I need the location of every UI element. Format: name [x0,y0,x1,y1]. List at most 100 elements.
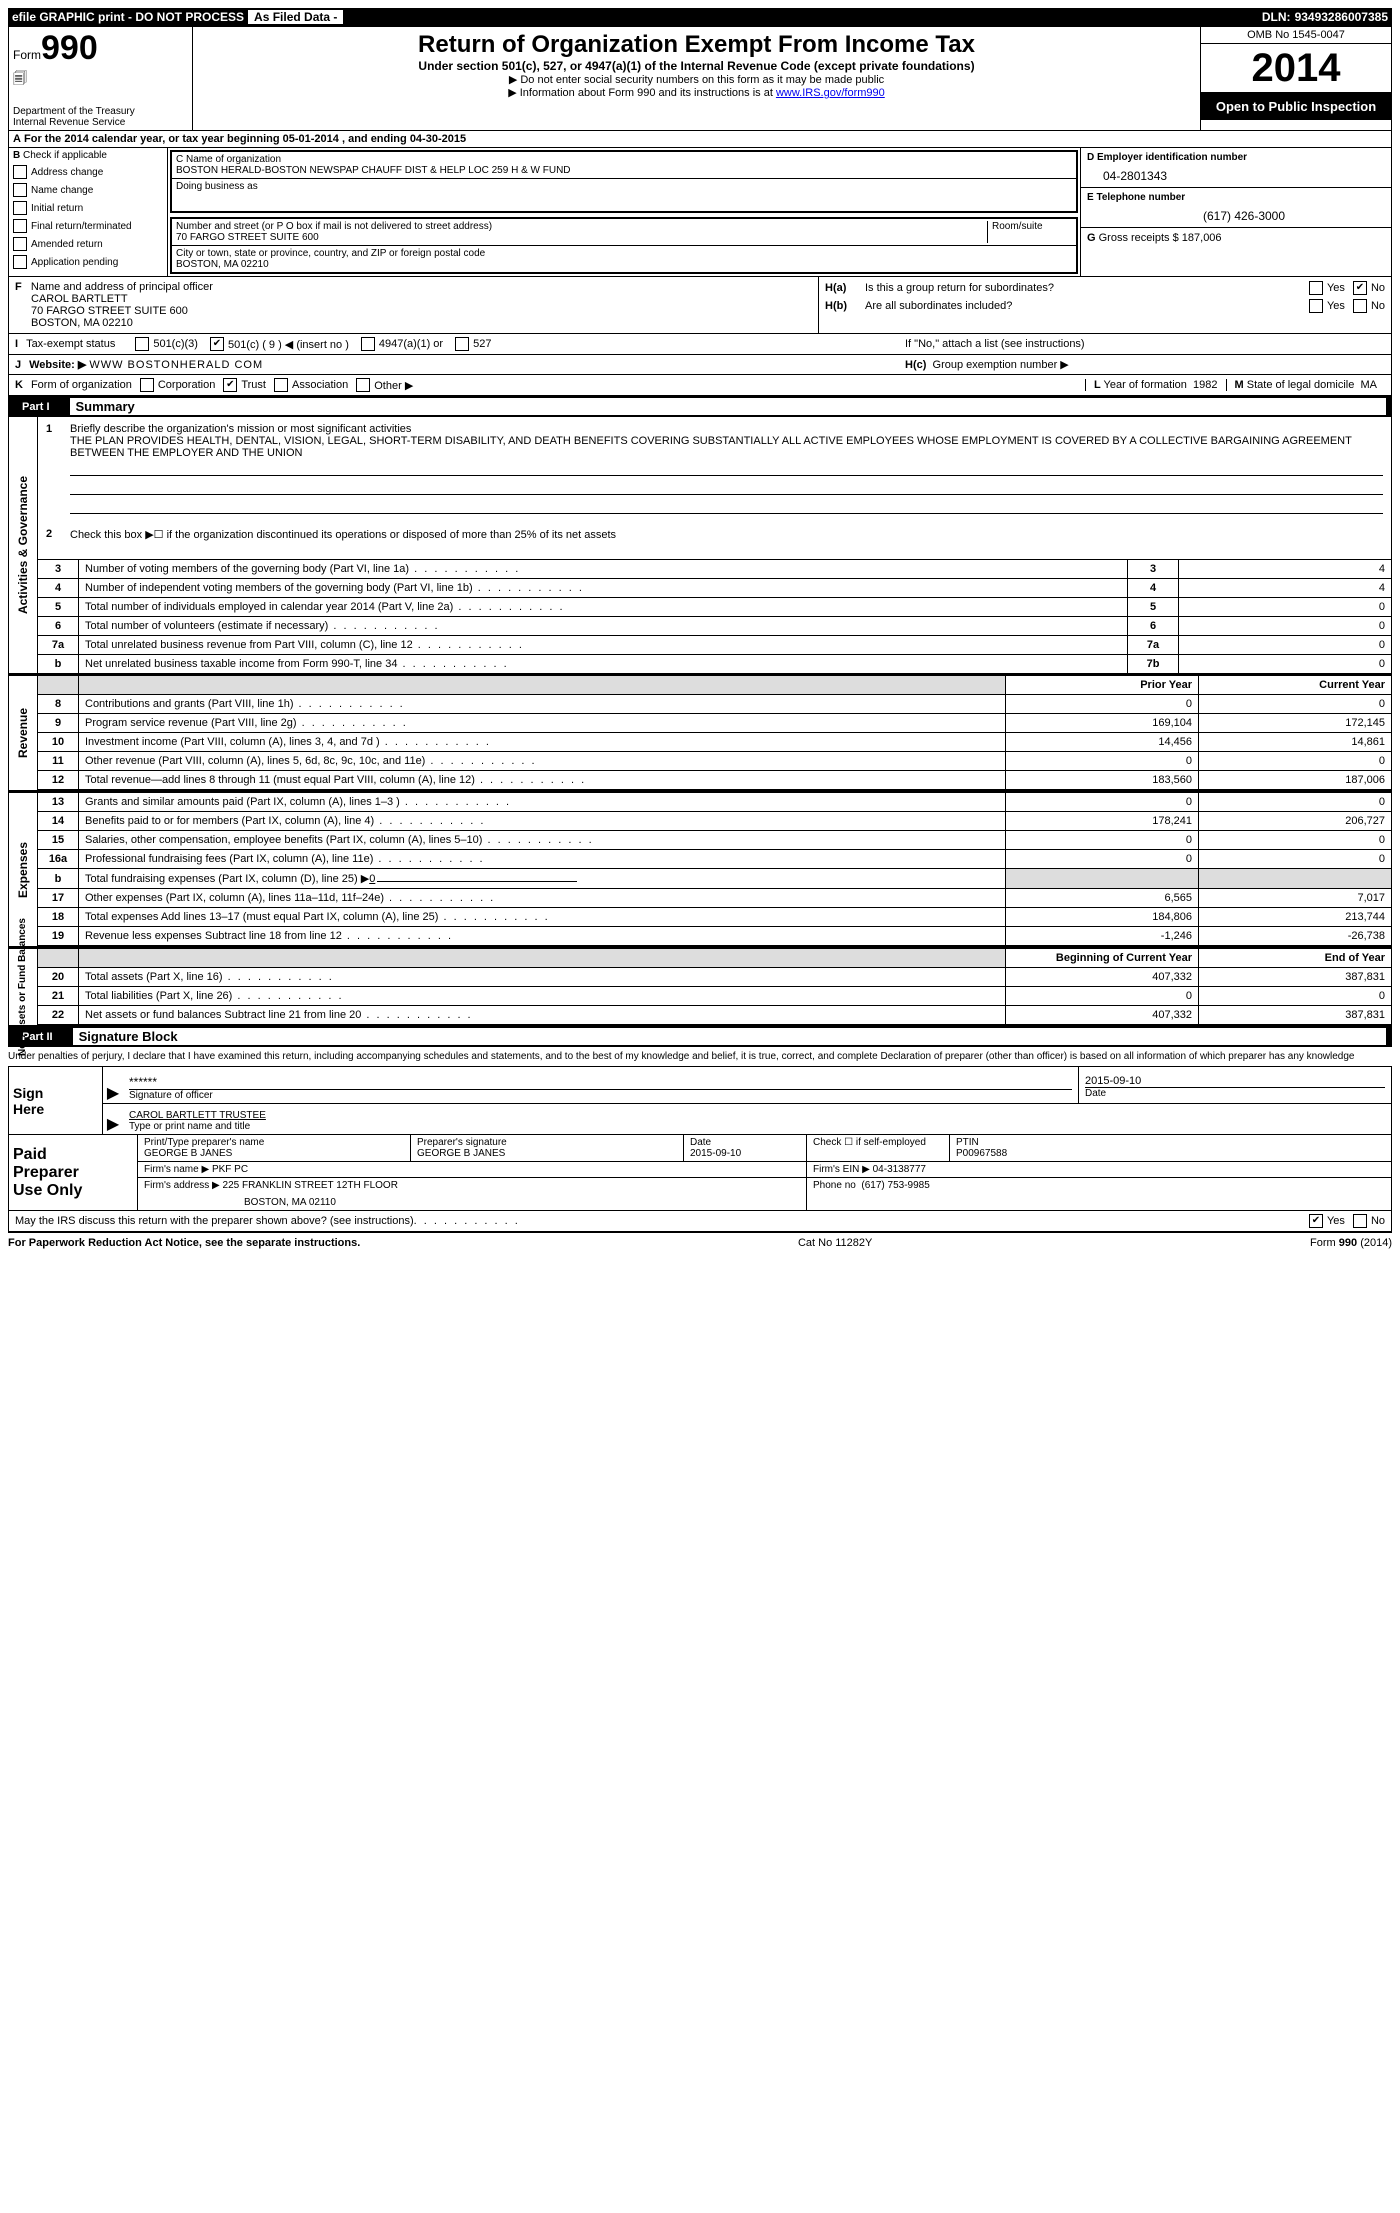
k-trust[interactable]: ✔ [223,378,237,392]
gross-receipts: 187,006 [1182,232,1222,244]
part-1-header: Part I Summary [8,396,1392,417]
org-address-box: Number and street (or P O box if mail is… [170,217,1078,274]
line-num: 12 [38,771,79,790]
ha-yes[interactable] [1309,281,1323,295]
line-box: 3 [1128,560,1179,579]
netassets-section: Net Assets or Fund Balances Beginning of… [8,947,1392,1026]
tax-year: 2014 [1201,44,1391,93]
current-value: 0 [1199,793,1392,812]
sign-here-label: SignHere [9,1067,103,1134]
hb-yes[interactable] [1309,299,1323,313]
i-501c[interactable]: ✔ [210,337,224,351]
i-527[interactable] [455,337,469,351]
k-other[interactable] [356,378,370,392]
i-501c3[interactable] [135,337,149,351]
form-subtitle: Under section 501(c), 527, or 4947(a)(1)… [197,59,1196,73]
prior-value: -1,246 [1006,927,1199,946]
line-desc: Professional fundraising fees (Part IX, … [79,850,1006,869]
end-value: 387,831 [1199,1006,1392,1025]
current-value: 0 [1199,831,1392,850]
row-a-period: A For the 2014 calendar year, or tax yea… [8,131,1392,148]
line-desc: Total assets (Part X, line 16) [79,968,1006,987]
website: WWW BOSTONHERALD COM [89,359,263,371]
line-num: 18 [38,908,79,927]
line-value: 0 [1179,617,1392,636]
prior-value: 178,241 [1006,812,1199,831]
checkbox-address-change[interactable] [13,165,27,179]
line-desc: Number of independent voting members of … [79,579,1128,598]
prior-value: 0 [1006,831,1199,850]
current-value: 206,727 [1199,812,1392,831]
line-num: 16a [38,850,79,869]
current-value [1199,869,1392,889]
revenue-section: Revenue Prior Year Current Year 8 Contri… [8,674,1392,791]
line-box: 5 [1128,598,1179,617]
line-num: 20 [38,968,79,987]
checkbox-pending[interactable] [13,255,27,269]
line-desc: Number of voting members of the governin… [79,560,1128,579]
form-footer: For Paperwork Reduction Act Notice, see … [8,1232,1392,1253]
current-value: 187,006 [1199,771,1392,790]
current-value: 0 [1199,850,1392,869]
line-box: 7a [1128,636,1179,655]
revenue-table: Prior Year Current Year 8 Contributions … [38,676,1391,790]
i-4947[interactable] [361,337,375,351]
discuss-yes[interactable]: ✔ [1309,1214,1323,1228]
prior-value: 0 [1006,752,1199,771]
line-num: 9 [38,714,79,733]
sign-block: SignHere ▶ ****** Signature of officer 2… [8,1066,1392,1135]
checkbox-name-change[interactable] [13,183,27,197]
line-desc: Benefits paid to or for members (Part IX… [79,812,1006,831]
line-desc: Net unrelated business taxable income fr… [79,655,1128,674]
prior-value: 184,806 [1006,908,1199,927]
checkbox-initial-return[interactable] [13,201,27,215]
sign-arrow-icon-2: ▶ [103,1104,123,1134]
line-value: 0 [1179,655,1392,674]
irs-seal-icon: 🗐 [13,68,27,92]
line-desc: Revenue less expenses Subtract line 18 f… [79,927,1006,946]
line-num: 6 [38,617,79,636]
k-assoc[interactable] [274,378,288,392]
form-right-block: OMB No 1545-0047 2014 Open to Public Ins… [1200,27,1391,130]
line-value: 0 [1179,598,1392,617]
omb-number: OMB No 1545-0047 [1201,27,1391,44]
current-value: 7,017 [1199,889,1392,908]
k-corp[interactable] [140,378,154,392]
line-num: 21 [38,987,79,1006]
line-value: 4 [1179,560,1392,579]
officer-h-block: F Name and address of principal officer … [8,277,1392,334]
checkbox-final-return[interactable] [13,219,27,233]
begin-value: 407,332 [1006,1006,1199,1025]
column-d: D Employer identification number 04-2801… [1080,148,1391,276]
row-i: I Tax-exempt status 501(c)(3) ✔501(c) ( … [8,334,1392,355]
checkbox-amended[interactable] [13,237,27,251]
line-num: 10 [38,733,79,752]
discuss-no[interactable] [1353,1214,1367,1228]
row-k: K Form of organization Corporation ✔Trus… [8,375,1392,396]
form-note-2: ▶ Information about Form 990 and its ins… [197,86,1196,99]
dept-treasury: Department of the Treasury [13,106,188,117]
line-box: 7b [1128,655,1179,674]
perjury-declaration: Under penalties of perjury, I declare th… [8,1047,1392,1066]
ein: 04-2801343 [1087,169,1385,183]
dept-irs: Internal Revenue Service [13,117,188,128]
form-note-1: ▶ Do not enter social security numbers o… [197,73,1196,86]
officer-block: F Name and address of principal officer … [9,277,818,333]
line-desc: Salaries, other compensation, employee b… [79,831,1006,850]
line-box: 6 [1128,617,1179,636]
irs-link[interactable]: www.IRS.gov/form990 [776,87,885,99]
mission-text: THE PLAN PROVIDES HEALTH, DENTAL, VISION… [70,435,1352,459]
sign-arrow-icon: ▶ [103,1067,123,1103]
prior-value: 0 [1006,695,1199,714]
ha-no[interactable]: ✔ [1353,281,1367,295]
line-num: b [38,655,79,674]
line-desc: Net assets or fund balances Subtract lin… [79,1006,1006,1025]
line-num: 11 [38,752,79,771]
part-1-body: Activities & Governance 1 Briefly descri… [8,417,1392,674]
org-name-box: C Name of organization BOSTON HERALD-BOS… [170,150,1078,213]
line-desc: Program service revenue (Part VIII, line… [79,714,1006,733]
side-activities-governance: Activities & Governance [9,417,38,673]
hb-no[interactable] [1353,299,1367,313]
line-value: 0 [1179,636,1392,655]
form-number: 990 [41,29,98,67]
